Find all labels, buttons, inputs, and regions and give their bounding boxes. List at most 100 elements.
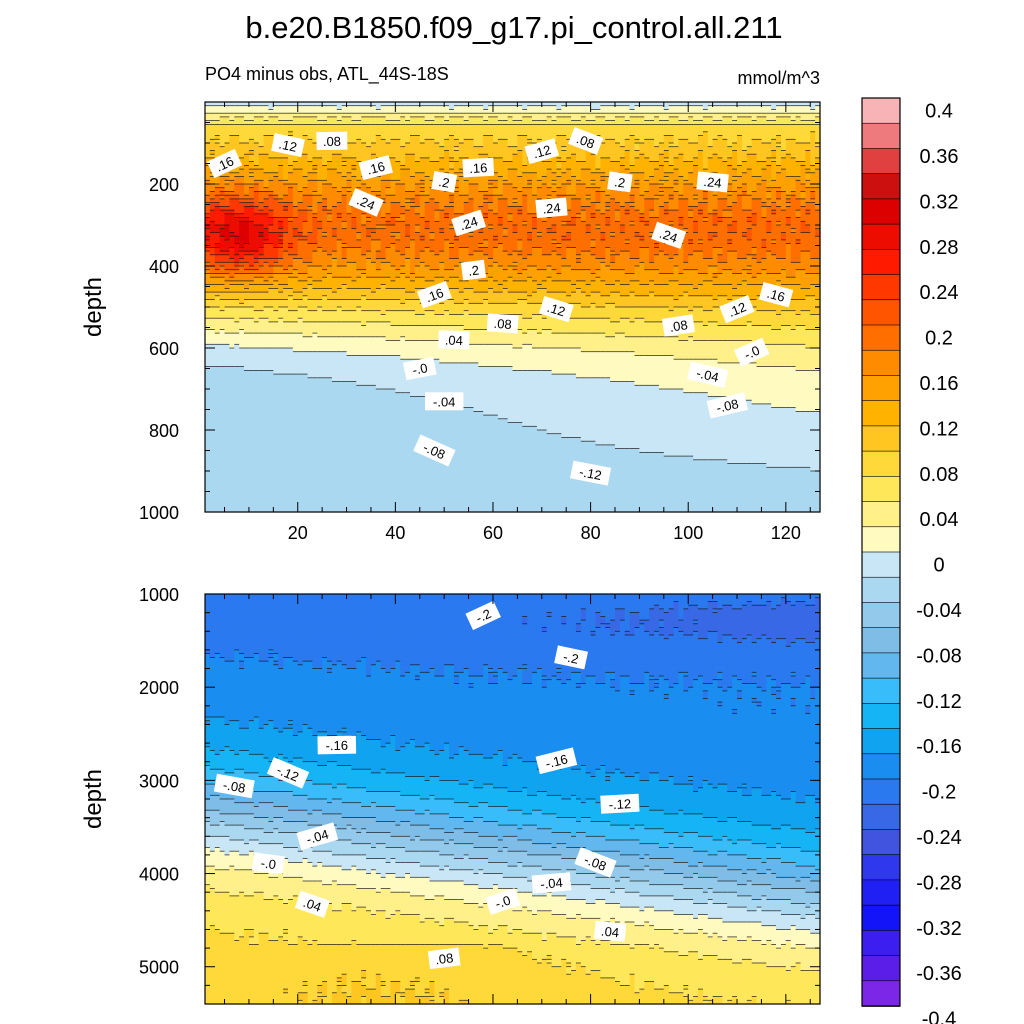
upper-field-cell (273, 158, 278, 162)
upper-field-cell (791, 143, 796, 147)
upper-field-cell (678, 203, 683, 207)
upper-field-cell (571, 147, 576, 151)
upper-field-cell (752, 162, 757, 166)
upper-field-cell (639, 177, 644, 181)
upper-field-cell (747, 199, 752, 203)
upper-field-cell (674, 203, 679, 207)
upper-field-cell (571, 210, 576, 214)
upper-field-cell (273, 165, 278, 169)
upper-field-cell (390, 195, 395, 199)
upper-field-cell (386, 136, 391, 140)
upper-field-cell (273, 162, 278, 166)
upper-field-cell (513, 124, 518, 128)
upper-field-cell (669, 180, 674, 184)
upper-field-cell (410, 177, 415, 181)
upper-field-cell (342, 195, 347, 199)
upper-field-cell (810, 136, 815, 140)
upper-field-cell (478, 117, 483, 121)
upper-field-cell (395, 139, 400, 143)
upper-field-cell (639, 184, 644, 188)
upper-field-cell (537, 124, 542, 128)
upper-field-cell (317, 150, 322, 154)
upper-field-cell (317, 124, 322, 128)
upper-field-cell (556, 139, 561, 143)
upper-field-cell (727, 158, 732, 162)
upper-field-cell (576, 169, 581, 173)
upper-field-cell (473, 184, 478, 188)
upper-field-cell (664, 150, 669, 154)
upper-field-cell (400, 124, 405, 128)
upper-field-cell (405, 191, 410, 195)
upper-field-cell (781, 132, 786, 136)
upper-field-cell (542, 128, 547, 132)
upper-field-cell (727, 199, 732, 203)
upper-field-cell (615, 117, 620, 121)
chart-title: b.e20.B1850.f09_g17.pi_control.all.211 (245, 10, 782, 45)
upper-field-cell (405, 132, 410, 136)
upper-field-cell (420, 195, 425, 199)
upper-field-cell (415, 128, 420, 132)
upper-field-cell (254, 173, 259, 177)
upper-field-cell (405, 173, 410, 177)
upper-field-cell (459, 180, 464, 184)
upper-field-cell (410, 147, 415, 151)
upper-field-cell (635, 210, 640, 214)
upper-field-cell (781, 162, 786, 166)
upper-field-cell (332, 162, 337, 166)
upper-field-cell (376, 128, 381, 132)
upper-field-cell (317, 188, 322, 192)
upper-field-cell (220, 210, 225, 214)
upper-field-cell (566, 106, 571, 110)
upper-field-cell (293, 210, 298, 214)
upper-field-cell (517, 158, 522, 162)
upper-field-cell (264, 139, 269, 143)
upper-field-cell (766, 128, 771, 132)
upper-field-cell (517, 128, 522, 132)
upper-field-cell (434, 106, 439, 110)
upper-field-cell (635, 162, 640, 166)
upper-field-cell (542, 195, 547, 199)
upper-field-cell (400, 150, 405, 154)
upper-field-cell (434, 124, 439, 128)
upper-field-cell (791, 184, 796, 188)
upper-field-cell (298, 210, 303, 214)
upper-field-cell (708, 165, 713, 169)
upper-field-cell (581, 184, 586, 188)
upper-field-cell (254, 117, 259, 121)
upper-field-cell (371, 184, 376, 188)
upper-field-cell (483, 128, 488, 132)
upper-field-cell (493, 206, 498, 210)
upper-field-cell (488, 136, 493, 140)
upper-field-cell (351, 106, 356, 110)
upper-field-cell (254, 206, 259, 210)
upper-field-cell (371, 180, 376, 184)
upper-field-cell (713, 106, 718, 110)
upper-field-cell (722, 124, 727, 128)
upper-field-cell (791, 132, 796, 136)
upper-field-cell (576, 188, 581, 192)
upper-field-cell (683, 173, 688, 177)
upper-field-cell (683, 199, 688, 203)
upper-field-cell (747, 158, 752, 162)
upper-field-cell (766, 132, 771, 136)
upper-field-cell (556, 180, 561, 184)
upper-field-cell (781, 184, 786, 188)
upper-field-cell (630, 117, 635, 121)
upper-field-cell (688, 184, 693, 188)
upper-field-cell (508, 162, 513, 166)
upper-field-cell (810, 150, 815, 154)
upper-field-cell (761, 150, 766, 154)
upper-field-cell (537, 188, 542, 192)
upper-field-cell (342, 124, 347, 128)
upper-field-cell (581, 173, 586, 177)
upper-field-cell (761, 188, 766, 192)
upper-field-cell (654, 169, 659, 173)
upper-field-cell (781, 199, 786, 203)
upper-field-cell (303, 180, 308, 184)
upper-field-cell (566, 184, 571, 188)
upper-field-cell (791, 169, 796, 173)
upper-field-cell (654, 173, 659, 177)
upper-field-cell (239, 191, 244, 195)
upper-field-cell (308, 195, 313, 199)
upper-field-cell (395, 165, 400, 169)
